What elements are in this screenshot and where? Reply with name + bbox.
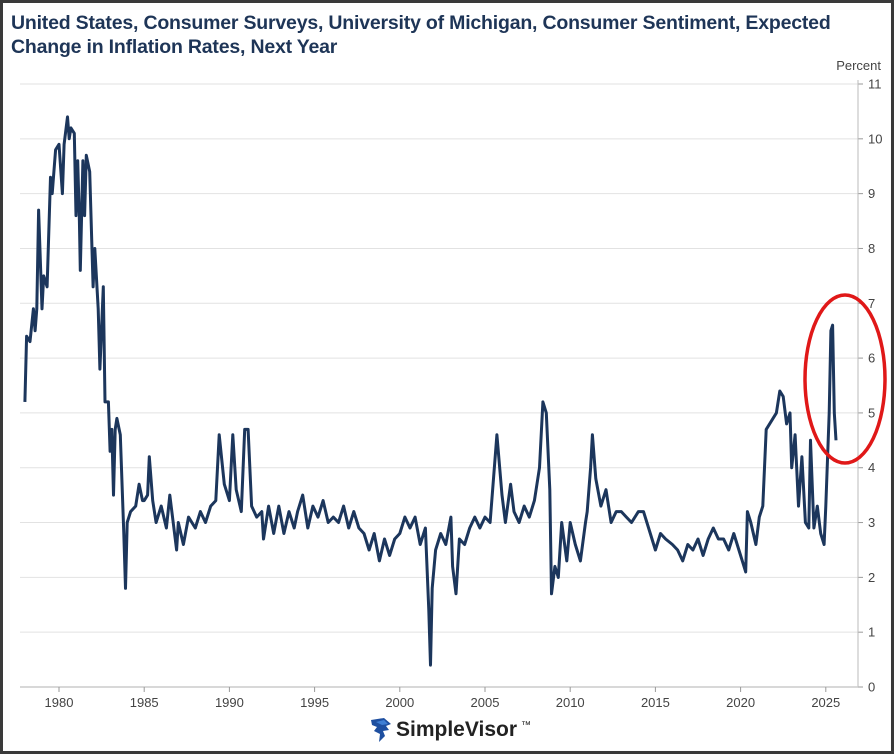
highlight-ellipse xyxy=(803,293,887,465)
y-tick-label: 11 xyxy=(868,77,882,92)
y-tick-label: 0 xyxy=(868,680,875,695)
y-tick-label: 4 xyxy=(868,460,875,475)
simplevisor-logo: SimpleVisor ™ xyxy=(370,717,531,743)
y-tick-label: 7 xyxy=(868,296,875,311)
x-tick-label: 2010 xyxy=(556,695,585,710)
y-tick-label: 1 xyxy=(868,625,875,640)
x-tick-label: 2025 xyxy=(811,695,840,710)
chart-frame: United States, Consumer Surveys, Univers… xyxy=(3,3,891,751)
x-tick-label: 2000 xyxy=(385,695,414,710)
eagle-logo-icon xyxy=(371,718,391,742)
x-tick-label: 1980 xyxy=(45,695,74,710)
x-tick-label: 2005 xyxy=(471,695,500,710)
x-tick-label: 2020 xyxy=(726,695,755,710)
logo-text: SimpleVisor xyxy=(396,718,517,741)
y-tick-label: 3 xyxy=(868,515,875,530)
y-tick-label: 5 xyxy=(868,405,875,420)
logo-trademark: ™ xyxy=(521,719,531,731)
y-tick-label: 10 xyxy=(868,131,882,146)
y-tick-label: 6 xyxy=(868,351,875,366)
x-tick-label: 1985 xyxy=(130,695,159,710)
y-tick-label: 2 xyxy=(868,570,875,585)
x-tick-label: 1995 xyxy=(300,695,329,710)
series-line xyxy=(23,115,838,667)
x-tick-label: 2015 xyxy=(641,695,670,710)
y-tick-label: 8 xyxy=(868,241,875,256)
line-chart: 0 1 2 3 4 5 6 7 8 9 10 11 Percent 1980 1985 1990 1995 200… xyxy=(20,58,887,710)
y-tick-label: 9 xyxy=(868,186,875,201)
x-tick-label: 1990 xyxy=(215,695,244,710)
chart-title: United States, Consumer Surveys, Univers… xyxy=(11,12,831,58)
y-axis-label: Percent xyxy=(836,58,881,73)
